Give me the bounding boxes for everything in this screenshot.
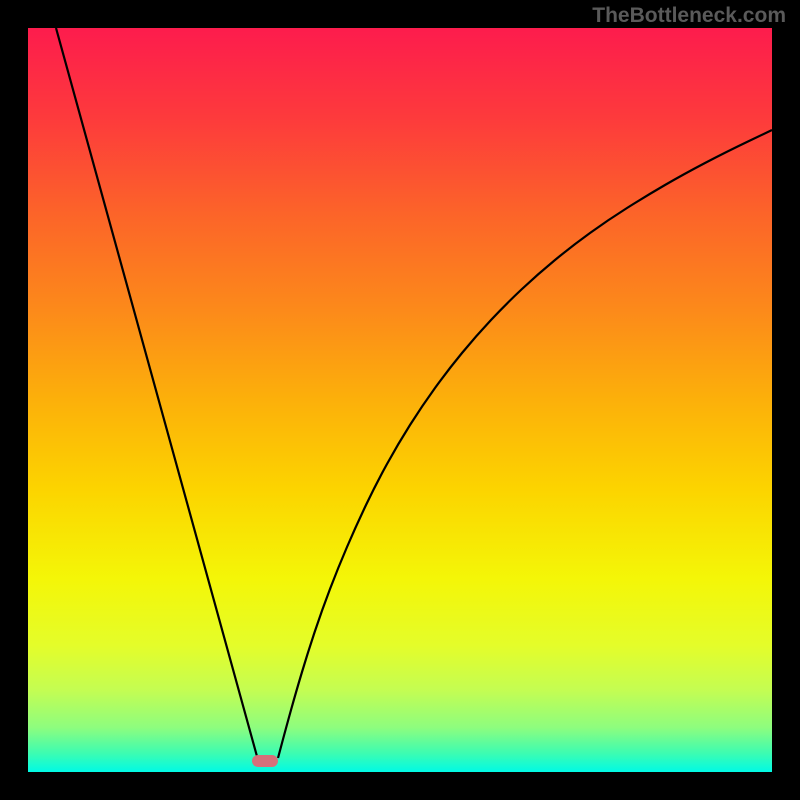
left-curve-line xyxy=(56,28,258,760)
watermark-text: TheBottleneck.com xyxy=(592,4,786,28)
plot-area xyxy=(28,28,772,772)
minimum-marker xyxy=(252,755,278,767)
right-curve-path xyxy=(278,130,772,758)
chart-container: TheBottleneck.com xyxy=(0,0,800,800)
curve-layer xyxy=(28,28,772,772)
